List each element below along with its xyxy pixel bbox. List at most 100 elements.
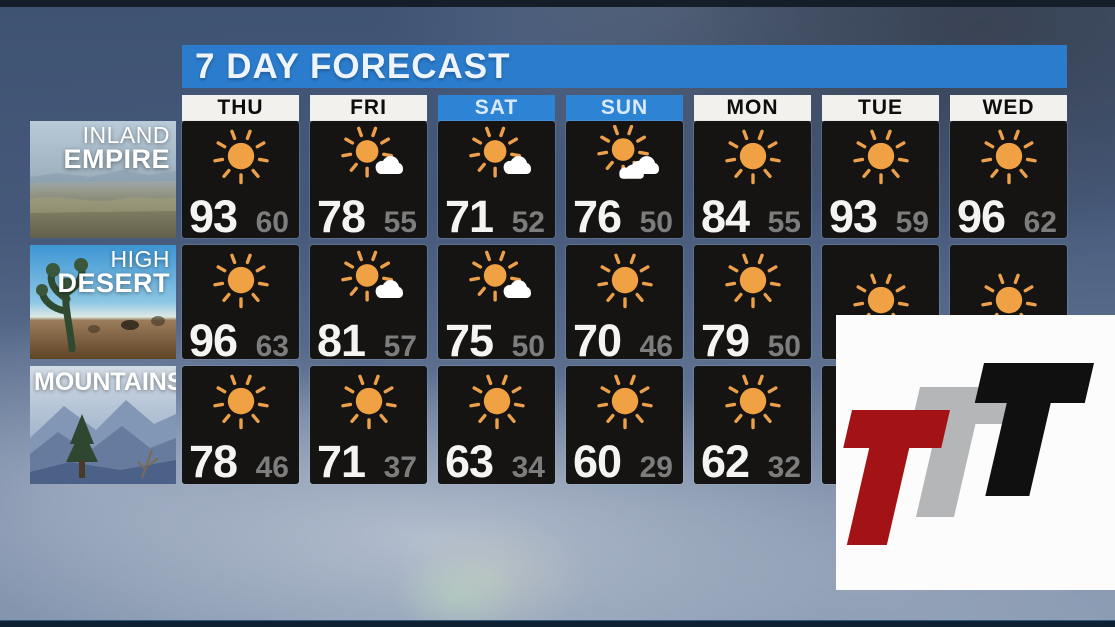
forecast-cell: 60 29 <box>566 366 683 487</box>
forecast-cell: 78 55 <box>310 121 427 242</box>
forecast-cell: 63 34 <box>438 366 555 487</box>
logo-letter-t-black <box>953 363 1094 496</box>
sun-icon <box>182 366 299 436</box>
temperature-row: 93 59 <box>822 191 939 248</box>
temperature-row: 84 55 <box>694 191 811 248</box>
region-label-mountains: MOUNTAINS <box>34 370 176 395</box>
forecast-cell: 70 46 <box>566 245 683 366</box>
high-temp: 60 <box>573 436 622 487</box>
temperature-row: 75 50 <box>438 315 555 372</box>
temperature-row: 71 52 <box>438 191 555 248</box>
forecast-cell: 96 63 <box>182 245 299 366</box>
sun-icon <box>950 121 1067 191</box>
forecast-cell: 96 62 <box>950 121 1067 242</box>
desert-joshua-tree-scene <box>30 245 176 359</box>
temperature-row: 76 50 <box>566 191 683 248</box>
forecast-cell: 81 57 <box>310 245 427 366</box>
low-temp: 50 <box>639 206 673 239</box>
day-header-fri: FRI <box>310 95 427 121</box>
sun-icon <box>438 366 555 436</box>
forecast-cell: 62 32 <box>694 366 811 487</box>
sun-icon <box>694 121 811 191</box>
high-temp: 63 <box>445 436 494 487</box>
sun-icon <box>694 245 811 315</box>
low-temp: 63 <box>255 330 289 363</box>
temperature-row: 78 46 <box>182 436 299 493</box>
day-header-sat: SAT <box>438 95 555 121</box>
sun-icon <box>310 366 427 436</box>
temperature-row: 71 37 <box>310 436 427 493</box>
forecast-cell: 93 59 <box>822 121 939 242</box>
high-temp: 75 <box>445 315 494 366</box>
temperature-row: 62 32 <box>694 436 811 493</box>
low-temp: 50 <box>767 330 801 363</box>
day-header-sun: SUN <box>566 95 683 121</box>
sun-clouds-icon <box>566 121 683 191</box>
low-temp: 55 <box>383 206 417 239</box>
region-label-line1: HIGH <box>110 246 170 272</box>
low-temp: 60 <box>255 206 289 239</box>
sun-icon <box>566 245 683 315</box>
high-temp: 70 <box>573 315 622 366</box>
sun-icon <box>182 245 299 315</box>
region-photo-inland-empire: INLAND EMPIRE <box>30 121 176 238</box>
sun-icon <box>950 245 1067 354</box>
temperature-row: 78 55 <box>310 191 427 248</box>
forecast-cell: 76 50 <box>566 121 683 242</box>
region-photo-mountains: MOUNTAINS <box>30 366 176 484</box>
mountain-pine-scene <box>30 366 176 484</box>
low-temp: 46 <box>639 330 673 363</box>
low-temp: 57 <box>383 330 417 363</box>
logo-letter-t-red <box>821 410 950 545</box>
low-temp: 29 <box>639 451 673 484</box>
high-temp: 71 <box>317 436 366 487</box>
high-temp: 62 <box>701 436 750 487</box>
high-temp: 84 <box>701 191 750 242</box>
sun-icon <box>694 366 811 436</box>
high-temp: 96 <box>189 315 238 366</box>
low-temp: 50 <box>511 330 545 363</box>
temperature-row: 63 34 <box>438 436 555 493</box>
low-temp: 52 <box>511 206 545 239</box>
region-label-inland-empire: INLAND EMPIRE <box>63 124 170 173</box>
low-temp: 34 <box>511 451 545 484</box>
day-header-mon: MON <box>694 95 811 121</box>
forecast-cell: 79 50 <box>694 245 811 366</box>
high-temp: 81 <box>317 315 366 366</box>
temperature-row: 70 46 <box>566 315 683 372</box>
region-label-line2: DESERT <box>57 267 170 298</box>
sun-cloud-icon <box>438 245 555 315</box>
day-header-wed: WED <box>950 95 1067 121</box>
sun-icon <box>182 121 299 191</box>
title-bar: 7 DAY FORECAST <box>182 45 1067 88</box>
forecast-grid: 93 60 78 55 71 52 76 50 84 55 93 59 96 62 96 63 81 57 75 50… <box>182 121 1067 487</box>
forecast-cell: 71 37 <box>310 366 427 487</box>
high-temp: 96 <box>957 191 1006 242</box>
temperature-row: 96 63 <box>182 315 299 372</box>
inland-valley-scene <box>30 121 176 238</box>
forecast-cell: 71 52 <box>438 121 555 242</box>
forecast-cell: 78 46 <box>182 366 299 487</box>
low-temp: 37 <box>383 451 417 484</box>
high-temp: 79 <box>701 315 750 366</box>
sun-cloud-icon <box>310 245 427 315</box>
forecast-cell: 84 55 <box>694 121 811 242</box>
region-label-high-desert: HIGH DESERT <box>57 246 170 298</box>
low-temp: 59 <box>895 206 929 239</box>
sun-icon <box>822 121 939 191</box>
high-temp: 78 <box>317 191 366 242</box>
day-header-thu: THU <box>182 95 299 121</box>
high-temp: 93 <box>829 191 878 242</box>
temperature-row: 81 57 <box>310 315 427 372</box>
top-letterbox-bar <box>0 0 1115 7</box>
temperature-row: 93 60 <box>182 191 299 248</box>
bottom-letterbox-bar <box>0 620 1115 627</box>
page-title: 7 DAY FORECAST <box>195 46 511 86</box>
station-logo <box>836 315 1115 590</box>
low-temp: 62 <box>1023 206 1057 239</box>
sun-icon <box>566 366 683 436</box>
day-header-row: THU FRI SAT SUN MON TUE WED <box>182 95 1067 121</box>
low-temp: 46 <box>255 451 289 484</box>
sun-cloud-icon <box>438 121 555 191</box>
